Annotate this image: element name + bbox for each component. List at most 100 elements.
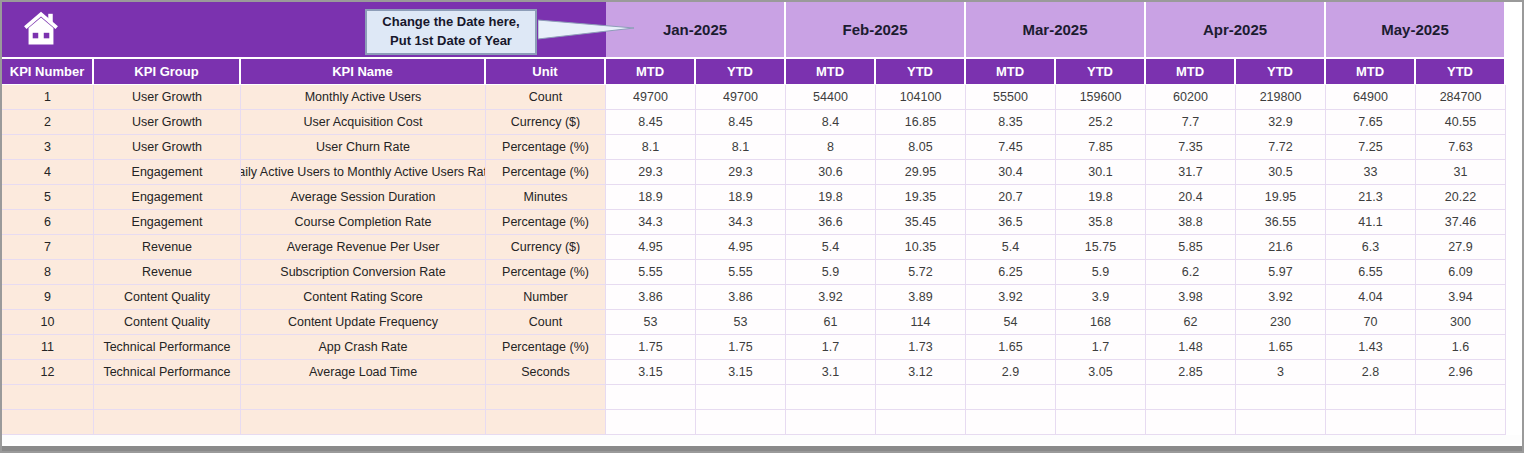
value-cell[interactable]: 29.95 [876, 160, 966, 185]
value-cell[interactable]: 8.45 [696, 110, 786, 135]
value-cell[interactable]: 3.15 [696, 360, 786, 385]
value-cell[interactable]: 6.55 [1326, 260, 1416, 285]
value-cell[interactable]: 1.65 [1236, 335, 1326, 360]
value-cell[interactable]: 8.1 [606, 135, 696, 160]
kpi-number-cell[interactable]: 8 [2, 260, 94, 285]
value-cell[interactable]: 61 [786, 310, 876, 335]
empty-cell[interactable] [1416, 385, 1506, 410]
kpi-group-cell[interactable]: Engagement [94, 210, 241, 235]
kpi-name-cell[interactable]: Average Load Time [241, 360, 486, 385]
value-cell[interactable]: 35.45 [876, 210, 966, 235]
value-cell[interactable]: 7.65 [1326, 110, 1416, 135]
value-cell[interactable]: 21.6 [1236, 235, 1326, 260]
value-cell[interactable]: 3.86 [606, 285, 696, 310]
value-cell[interactable]: 6.3 [1326, 235, 1416, 260]
kpi-group-cell[interactable]: User Growth [94, 85, 241, 110]
empty-cell[interactable] [2, 385, 94, 410]
empty-cell[interactable] [94, 385, 241, 410]
month-header-apr-2025[interactable]: Apr-2025 [1146, 2, 1326, 57]
kpi-unit-cell[interactable]: Percentage (%) [486, 335, 606, 360]
value-cell[interactable]: 41.1 [1326, 210, 1416, 235]
empty-cell[interactable] [786, 385, 876, 410]
value-cell[interactable]: 5.97 [1236, 260, 1326, 285]
kpi-number-cell[interactable]: 7 [2, 235, 94, 260]
empty-cell[interactable] [966, 410, 1056, 435]
empty-cell[interactable] [606, 410, 696, 435]
month-header-jan-2025[interactable]: Jan-2025 [606, 2, 786, 57]
value-cell[interactable]: 1.75 [606, 335, 696, 360]
value-cell[interactable]: 19.8 [786, 185, 876, 210]
value-cell[interactable]: 3.92 [786, 285, 876, 310]
value-cell[interactable]: 38.8 [1146, 210, 1236, 235]
value-cell[interactable]: 15.75 [1056, 235, 1146, 260]
value-cell[interactable]: 29.3 [606, 160, 696, 185]
value-cell[interactable]: 33 [1326, 160, 1416, 185]
empty-cell[interactable] [486, 410, 606, 435]
value-cell[interactable]: 36.5 [966, 210, 1056, 235]
kpi-number-cell[interactable]: 2 [2, 110, 94, 135]
value-cell[interactable]: 8.05 [876, 135, 966, 160]
kpi-name-cell[interactable]: Average Revenue Per User [241, 235, 486, 260]
value-cell[interactable]: 159600 [1056, 85, 1146, 110]
empty-cell[interactable] [241, 385, 486, 410]
kpi-group-cell[interactable]: User Growth [94, 135, 241, 160]
kpi-unit-cell[interactable]: Percentage (%) [486, 160, 606, 185]
value-cell[interactable]: 7.7 [1146, 110, 1236, 135]
value-cell[interactable]: 5.4 [786, 235, 876, 260]
kpi-unit-cell[interactable]: Percentage (%) [486, 210, 606, 235]
value-cell[interactable]: 7.63 [1416, 135, 1506, 160]
kpi-unit-cell[interactable]: Percentage (%) [486, 135, 606, 160]
value-cell[interactable]: 1.65 [966, 335, 1056, 360]
value-cell[interactable]: 8.4 [786, 110, 876, 135]
value-cell[interactable]: 3.15 [606, 360, 696, 385]
kpi-name-cell[interactable]: Course Completion Rate [241, 210, 486, 235]
value-cell[interactable]: 37.46 [1416, 210, 1506, 235]
value-cell[interactable]: 3.92 [966, 285, 1056, 310]
kpi-unit-cell[interactable]: Minutes [486, 185, 606, 210]
kpi-unit-cell[interactable]: Currency ($) [486, 110, 606, 135]
value-cell[interactable]: 32.9 [1236, 110, 1326, 135]
kpi-number-cell[interactable]: 11 [2, 335, 94, 360]
kpi-unit-cell[interactable]: Number [486, 285, 606, 310]
kpi-number-cell[interactable]: 12 [2, 360, 94, 385]
value-cell[interactable]: 20.22 [1416, 185, 1506, 210]
value-cell[interactable]: 114 [876, 310, 966, 335]
value-cell[interactable]: 20.4 [1146, 185, 1236, 210]
kpi-number-cell[interactable]: 4 [2, 160, 94, 185]
kpi-name-cell[interactable]: Content Update Frequency [241, 310, 486, 335]
value-cell[interactable]: 7.72 [1236, 135, 1326, 160]
value-cell[interactable]: 62 [1146, 310, 1236, 335]
value-cell[interactable]: 2.9 [966, 360, 1056, 385]
kpi-name-cell[interactable]: User Acquisition Cost [241, 110, 486, 135]
value-cell[interactable]: 25.2 [1056, 110, 1146, 135]
kpi-number-cell[interactable]: 6 [2, 210, 94, 235]
kpi-group-cell[interactable]: Content Quality [94, 285, 241, 310]
value-cell[interactable]: 219800 [1236, 85, 1326, 110]
kpi-group-cell[interactable]: Revenue [94, 235, 241, 260]
empty-cell[interactable] [94, 410, 241, 435]
empty-cell[interactable] [241, 410, 486, 435]
value-cell[interactable]: 49700 [606, 85, 696, 110]
value-cell[interactable]: 27.9 [1416, 235, 1506, 260]
value-cell[interactable]: 3.05 [1056, 360, 1146, 385]
value-cell[interactable]: 30.4 [966, 160, 1056, 185]
value-cell[interactable]: 53 [696, 310, 786, 335]
value-cell[interactable]: 19.95 [1236, 185, 1326, 210]
value-cell[interactable]: 54 [966, 310, 1056, 335]
kpi-name-cell[interactable]: Daily Active Users to Monthly Active Use… [241, 160, 486, 185]
kpi-group-cell[interactable]: Technical Performance [94, 335, 241, 360]
kpi-name-cell[interactable]: Average Session Duration [241, 185, 486, 210]
kpi-group-cell[interactable]: Content Quality [94, 310, 241, 335]
kpi-number-cell[interactable]: 10 [2, 310, 94, 335]
empty-cell[interactable] [1146, 385, 1236, 410]
value-cell[interactable]: 300 [1416, 310, 1506, 335]
value-cell[interactable]: 5.55 [696, 260, 786, 285]
value-cell[interactable]: 19.8 [1056, 185, 1146, 210]
kpi-name-cell[interactable]: Monthly Active Users [241, 85, 486, 110]
empty-cell[interactable] [876, 410, 966, 435]
value-cell[interactable]: 70 [1326, 310, 1416, 335]
value-cell[interactable]: 5.72 [876, 260, 966, 285]
value-cell[interactable]: 31.7 [1146, 160, 1236, 185]
value-cell[interactable]: 1.7 [1056, 335, 1146, 360]
value-cell[interactable]: 3 [1236, 360, 1326, 385]
